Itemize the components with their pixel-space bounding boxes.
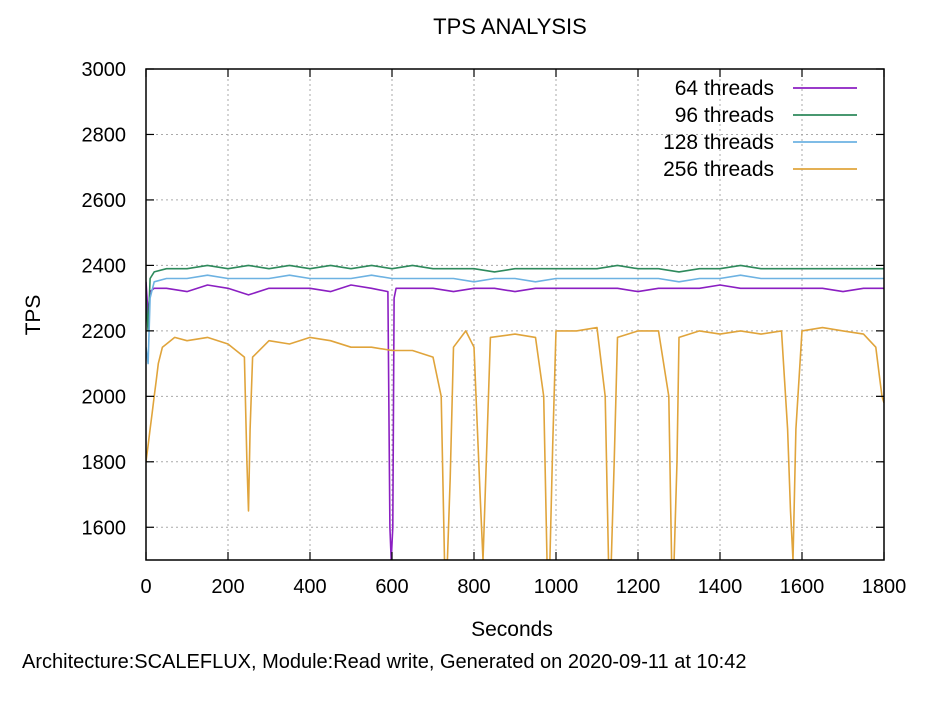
legend: 64 threads 96 threads 128 threads 256 threa…: [663, 77, 857, 181]
plot-frame: [145, 68, 885, 561]
series-line-1: [146, 281, 884, 560]
legend-label: 64 threads: [675, 77, 774, 100]
legend-label: 256 threads: [663, 158, 774, 181]
x-tick-label: 1000: [534, 576, 579, 598]
y-axis-label: TPS: [22, 295, 45, 336]
series-line-3: [146, 274, 884, 365]
y-tick-label: 1800: [82, 452, 127, 474]
y-tick-label: 2000: [82, 386, 127, 408]
y-tick-label: 2200: [82, 321, 127, 343]
footer-caption: Architecture:SCALEFLUX, Module:Read writ…: [22, 651, 746, 673]
x-tick-label: 1600: [780, 576, 825, 598]
series-layer: [146, 264, 884, 560]
grid: [146, 69, 884, 560]
x-tick-label: 0: [140, 576, 151, 598]
x-axis-label: Seconds: [471, 618, 553, 641]
x-tick-label: 600: [375, 576, 408, 598]
y-tick-label: 1600: [82, 517, 127, 539]
y-tick-label: 2600: [82, 190, 127, 212]
axis-ticks: [145, 68, 885, 560]
x-tick-label: 400: [293, 576, 326, 598]
x-tick-label: 800: [457, 576, 490, 598]
legend-label: 96 threads: [675, 104, 774, 127]
tick-labels: 0 200 400 600 800 1000 1200 1400 1600 1800 1600 180…: [82, 59, 907, 598]
series-line-4: [146, 326, 884, 560]
legend-label: 128 threads: [663, 131, 774, 154]
y-tick-label: 3000: [82, 59, 127, 81]
x-tick-label: 1400: [698, 576, 743, 598]
y-tick-label: 2400: [82, 255, 127, 277]
y-tick-label: 2800: [82, 124, 127, 146]
x-tick-label: 1200: [616, 576, 661, 598]
x-tick-label: 200: [211, 576, 244, 598]
chart-title: TPS ANALYSIS: [433, 14, 587, 39]
series-line-2: [146, 264, 884, 332]
x-tick-label: 1800: [862, 576, 907, 598]
